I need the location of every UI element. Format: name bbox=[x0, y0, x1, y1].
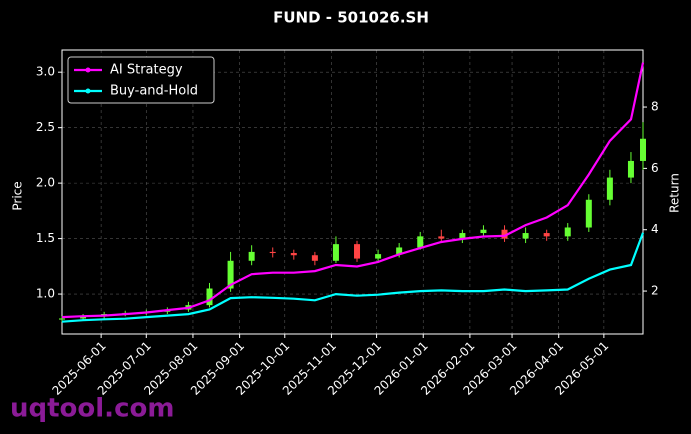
candle-body bbox=[480, 229, 487, 234]
return-line bbox=[61, 232, 645, 323]
candle-body bbox=[80, 316, 87, 319]
chart-title: FUND - 501026.SH bbox=[273, 9, 429, 27]
candle-body bbox=[206, 288, 213, 306]
candle-body bbox=[564, 227, 571, 237]
legend-box bbox=[67, 56, 215, 104]
candle-body bbox=[522, 233, 529, 239]
y2-tick-label: 8 bbox=[651, 100, 659, 114]
candle-body bbox=[396, 247, 403, 255]
candle-body bbox=[311, 255, 318, 261]
y-tick-label: 2.5 bbox=[36, 120, 55, 134]
y2-tick-label: 6 bbox=[651, 161, 659, 175]
candle-body bbox=[227, 260, 234, 289]
legend-marker bbox=[85, 67, 91, 73]
candle-body bbox=[627, 160, 634, 178]
candle-body bbox=[332, 244, 339, 261]
legend-label: Buy-and-Hold bbox=[110, 84, 198, 99]
y-axis-label: Price bbox=[11, 181, 25, 210]
legend-label: AI Strategy bbox=[110, 63, 183, 78]
candle-body bbox=[501, 229, 508, 239]
candle-body bbox=[438, 236, 445, 239]
y-tick-label: 3.0 bbox=[36, 65, 55, 79]
return-line bbox=[61, 62, 645, 319]
candle-body bbox=[459, 233, 466, 239]
candle-body bbox=[354, 244, 361, 259]
y-tick-label: 2.0 bbox=[36, 176, 55, 190]
candle-body bbox=[543, 233, 550, 237]
plot-frame bbox=[61, 49, 644, 335]
y2-tick-label: 4 bbox=[651, 222, 659, 236]
watermark: uqtool.com bbox=[10, 394, 174, 424]
y2-axis-label: Return bbox=[668, 173, 682, 213]
candle-body bbox=[59, 318, 65, 320]
candle-body bbox=[269, 251, 276, 254]
candle-body bbox=[375, 254, 382, 259]
candle-body bbox=[585, 199, 592, 228]
y-tick-label: 1.0 bbox=[36, 287, 55, 301]
y2-tick-label: 2 bbox=[651, 284, 659, 298]
candle-body bbox=[606, 177, 613, 200]
candle-body bbox=[290, 253, 297, 256]
y-tick-label: 1.5 bbox=[36, 231, 55, 245]
candle-body bbox=[248, 251, 255, 261]
candle-body bbox=[417, 236, 424, 248]
legend-marker bbox=[85, 88, 91, 94]
candle-body bbox=[640, 138, 646, 161]
